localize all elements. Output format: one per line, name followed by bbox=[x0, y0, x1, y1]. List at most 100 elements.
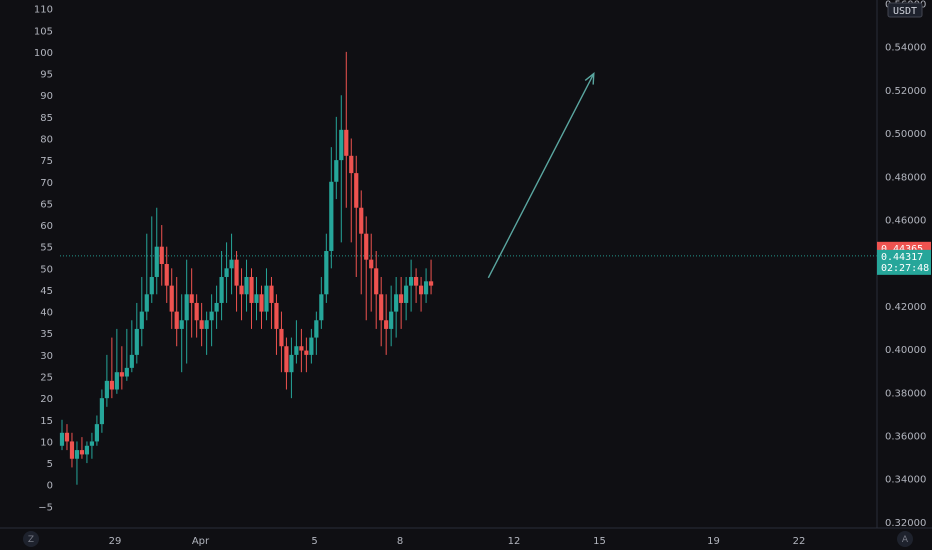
left-tick-label: 30 bbox=[40, 351, 53, 362]
trend-arrow[interactable] bbox=[487, 72, 595, 279]
candle[interactable] bbox=[234, 251, 239, 312]
candle[interactable] bbox=[259, 285, 264, 329]
candle[interactable] bbox=[354, 155, 359, 277]
candle[interactable] bbox=[94, 415, 100, 446]
candle[interactable] bbox=[329, 147, 334, 269]
candle[interactable] bbox=[374, 251, 379, 329]
auto-scale-button[interactable]: A bbox=[897, 531, 913, 547]
candle[interactable] bbox=[174, 276, 179, 347]
left-tick-label: 60 bbox=[40, 221, 53, 232]
candle[interactable] bbox=[64, 424, 70, 451]
left-tick-label: 100 bbox=[34, 48, 53, 59]
candle[interactable] bbox=[74, 441, 80, 485]
candle-body bbox=[224, 268, 229, 277]
candle[interactable] bbox=[379, 276, 384, 347]
candle[interactable] bbox=[194, 294, 199, 338]
candle[interactable] bbox=[269, 276, 274, 329]
candle[interactable] bbox=[229, 233, 234, 295]
candle[interactable] bbox=[319, 276, 324, 329]
candle[interactable] bbox=[224, 242, 229, 303]
candle-body bbox=[349, 155, 354, 174]
candle[interactable] bbox=[428, 259, 434, 295]
time-axis[interactable]: 29 Apr 5 8 12 15 19 22 bbox=[109, 536, 806, 547]
candle[interactable] bbox=[179, 294, 184, 373]
candle[interactable] bbox=[249, 268, 254, 329]
candle[interactable] bbox=[159, 225, 164, 286]
candle[interactable] bbox=[364, 216, 369, 321]
candle[interactable] bbox=[314, 311, 319, 355]
candle[interactable] bbox=[423, 268, 429, 303]
left-tick-label: 5 bbox=[47, 459, 53, 470]
candle[interactable] bbox=[274, 294, 279, 355]
candle[interactable] bbox=[189, 268, 194, 338]
candle-body bbox=[134, 328, 139, 355]
candle[interactable] bbox=[394, 276, 399, 338]
candle-body bbox=[239, 285, 244, 295]
candle[interactable] bbox=[294, 320, 299, 364]
candle[interactable] bbox=[104, 354, 109, 407]
candle[interactable] bbox=[359, 190, 364, 295]
candle[interactable] bbox=[59, 419, 65, 451]
candle[interactable] bbox=[304, 337, 309, 373]
candle-body bbox=[384, 320, 389, 329]
candle[interactable] bbox=[114, 328, 119, 394]
candle[interactable] bbox=[139, 276, 144, 347]
candle[interactable] bbox=[254, 276, 259, 321]
candle[interactable] bbox=[244, 259, 249, 312]
candle-body bbox=[289, 354, 294, 373]
candle[interactable] bbox=[384, 294, 389, 355]
candle[interactable] bbox=[418, 276, 424, 312]
candle[interactable] bbox=[239, 268, 244, 321]
candle[interactable] bbox=[199, 302, 204, 347]
right-tick-label: 0.54000 bbox=[885, 43, 926, 54]
candle[interactable] bbox=[334, 116, 339, 200]
candle[interactable] bbox=[109, 337, 114, 399]
candle[interactable] bbox=[129, 320, 134, 373]
candle[interactable] bbox=[214, 285, 219, 329]
candle[interactable] bbox=[144, 233, 149, 321]
candle[interactable] bbox=[289, 337, 294, 399]
left-tick-label: 50 bbox=[40, 264, 53, 275]
candle[interactable] bbox=[279, 311, 284, 373]
currency-label[interactable]: USDT bbox=[887, 2, 923, 18]
candle[interactable] bbox=[219, 251, 224, 321]
candle[interactable] bbox=[404, 276, 409, 321]
candle[interactable] bbox=[339, 95, 344, 243]
candle[interactable] bbox=[324, 233, 329, 303]
candle[interactable] bbox=[309, 328, 314, 364]
candle[interactable] bbox=[149, 216, 154, 303]
candle[interactable] bbox=[399, 276, 404, 329]
left-tick-label: 110 bbox=[34, 5, 53, 16]
candle[interactable] bbox=[99, 389, 104, 433]
candle[interactable] bbox=[409, 259, 414, 312]
candle[interactable] bbox=[124, 328, 129, 381]
candle-body bbox=[279, 328, 284, 347]
trend-arrow-head bbox=[584, 72, 595, 85]
candle[interactable] bbox=[89, 432, 95, 459]
candle-body bbox=[104, 380, 109, 399]
candle[interactable] bbox=[284, 337, 289, 390]
candle[interactable] bbox=[184, 259, 189, 364]
candle[interactable] bbox=[389, 285, 394, 347]
candle[interactable] bbox=[84, 441, 90, 464]
candle[interactable] bbox=[209, 294, 214, 347]
candle[interactable] bbox=[299, 328, 304, 373]
candle[interactable] bbox=[349, 138, 354, 243]
plot-area[interactable] bbox=[59, 51, 877, 485]
candle[interactable] bbox=[414, 268, 419, 303]
candle[interactable] bbox=[344, 51, 349, 208]
zoom-left-button[interactable]: Z bbox=[23, 531, 39, 547]
candle[interactable] bbox=[79, 437, 85, 459]
candle[interactable] bbox=[264, 268, 269, 321]
candle[interactable] bbox=[154, 207, 159, 295]
candle[interactable] bbox=[369, 233, 374, 312]
candle[interactable] bbox=[164, 246, 169, 303]
candle[interactable] bbox=[169, 268, 174, 329]
candle[interactable] bbox=[134, 302, 139, 364]
candle[interactable] bbox=[119, 346, 124, 390]
candle[interactable] bbox=[69, 432, 75, 468]
left-tick-label: 0 bbox=[47, 481, 53, 492]
candle[interactable] bbox=[204, 311, 209, 355]
